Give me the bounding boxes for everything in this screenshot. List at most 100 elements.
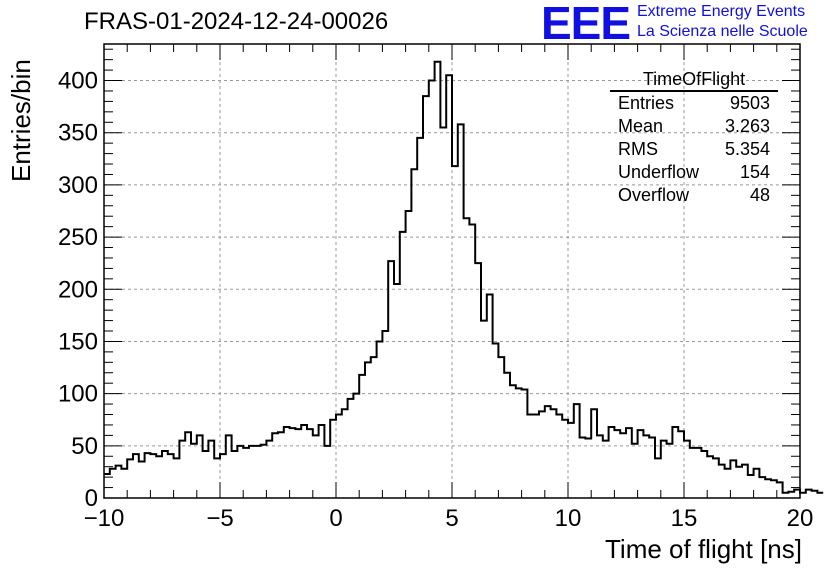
- histogram-bin: [162, 451, 168, 498]
- histogram-bin: [255, 446, 261, 498]
- stats-label: Mean: [618, 116, 664, 136]
- y-tick-label: 0: [85, 485, 98, 512]
- histogram-bin: [220, 454, 226, 498]
- histogram-bin: [736, 467, 742, 498]
- histogram-bin: [342, 409, 348, 498]
- x-tick-label: 10: [555, 505, 582, 532]
- histogram-bin: [382, 331, 388, 498]
- y-tick-label: 350: [58, 120, 98, 147]
- stats-value: 48: [749, 185, 770, 205]
- histogram-bin: [423, 96, 429, 498]
- stats-label: RMS: [618, 139, 658, 159]
- histogram-bin: [690, 448, 696, 498]
- y-axis-title-text: Entries/bin: [6, 59, 36, 182]
- stats-value: 154: [739, 162, 770, 182]
- histogram-bin: [348, 399, 354, 498]
- histogram-bin: [150, 454, 156, 498]
- histogram-bin: [684, 441, 690, 498]
- stats-row-underflow: Underflow 154: [610, 161, 778, 184]
- histogram-bin: [365, 362, 371, 498]
- histogram-bin: [290, 428, 296, 498]
- histogram-bin: [272, 433, 278, 498]
- histogram-bin: [377, 341, 383, 498]
- stats-value: 5.354: [724, 139, 770, 159]
- histogram-bin: [568, 423, 574, 498]
- histogram-bin: [452, 166, 458, 498]
- x-tick-label: 5: [445, 505, 458, 532]
- stats-row-entries: Entries 9503: [610, 92, 778, 115]
- histogram-bin: [464, 218, 470, 498]
- histogram-bin: [174, 458, 180, 498]
- histogram-bin: [214, 458, 220, 498]
- stats-label: Overflow: [618, 185, 690, 205]
- stats-label: Underflow: [618, 162, 700, 182]
- x-tick-label: 0: [329, 505, 342, 532]
- histogram-bin: [707, 456, 713, 498]
- histogram-bin: [603, 441, 609, 498]
- histogram-bin: [336, 415, 342, 498]
- histogram-bin: [295, 429, 301, 498]
- histogram-bin: [614, 430, 620, 498]
- histogram-bin: [469, 225, 475, 498]
- histogram-bin: [481, 321, 487, 498]
- histogram-bin: [406, 211, 412, 498]
- y-tick-label: 300: [58, 172, 98, 199]
- histogram-bin: [696, 448, 702, 498]
- histogram-bin: [585, 439, 591, 498]
- x-tick-label: 15: [671, 505, 698, 532]
- logo-line-1: Extreme Energy Events: [637, 3, 806, 20]
- histogram-bin: [324, 446, 330, 498]
- histogram-bin: [156, 456, 162, 498]
- histogram-bin: [765, 479, 771, 498]
- stats-row-mean: Mean 3.263: [610, 115, 778, 138]
- histogram-bin: [551, 409, 557, 498]
- histogram-bin: [313, 435, 319, 498]
- y-tick-label: 250: [58, 224, 98, 251]
- histogram-bin: [168, 454, 174, 498]
- histogram-bin: [759, 477, 765, 498]
- histogram-bin: [533, 415, 539, 498]
- histogram-bin: [620, 433, 626, 498]
- histogram-line: [104, 60, 824, 494]
- histogram-bin: [191, 444, 197, 498]
- histogram-bin: [493, 344, 499, 498]
- logo-text: Extreme Energy Events La Scienza nelle S…: [637, 2, 808, 42]
- histogram-bin: [243, 448, 249, 498]
- y-tick-label: 150: [58, 328, 98, 355]
- histogram-bin: [632, 444, 638, 498]
- histogram-bin: [237, 446, 243, 498]
- histogram-bin: [643, 435, 649, 498]
- stats-value: 3.263: [724, 116, 770, 136]
- eee-logo: EEE: [541, 0, 631, 49]
- histogram-bin: [527, 415, 533, 498]
- histogram-bin: [417, 138, 423, 498]
- histogram-bin: [429, 81, 435, 498]
- histogram-bin: [556, 415, 562, 498]
- histogram-bin: [232, 451, 238, 498]
- histogram-bin: [440, 127, 446, 498]
- histogram-bin: [516, 388, 522, 498]
- histogram-bin: [597, 435, 603, 498]
- x-axis-title: Time of flight [ns]: [605, 534, 802, 564]
- logo-line-2: La Scienza nelle Scuole: [637, 23, 808, 40]
- histogram-bin: [725, 469, 731, 498]
- histogram-bin: [411, 169, 417, 498]
- histogram-bin: [545, 406, 551, 498]
- histogram-bin: [266, 441, 272, 498]
- y-tick-label: 400: [58, 68, 98, 95]
- page-title: FRAS-01-2024-12-24-00026: [84, 8, 389, 35]
- x-tick-label: 20: [787, 505, 814, 532]
- histogram-bin: [284, 427, 290, 498]
- histogram-bin: [580, 437, 586, 498]
- histogram-bin: [504, 373, 510, 498]
- y-tick-label: 100: [58, 381, 98, 408]
- histogram-bin: [301, 425, 307, 498]
- histogram-bin: [116, 466, 122, 498]
- x-tick-label: −5: [206, 505, 233, 532]
- stats-label: Entries: [618, 93, 675, 113]
- histogram-bin: [539, 411, 545, 498]
- histogram-bin: [498, 357, 504, 498]
- histogram-bin: [278, 432, 284, 498]
- stats-title: TimeOfFlight: [610, 68, 778, 92]
